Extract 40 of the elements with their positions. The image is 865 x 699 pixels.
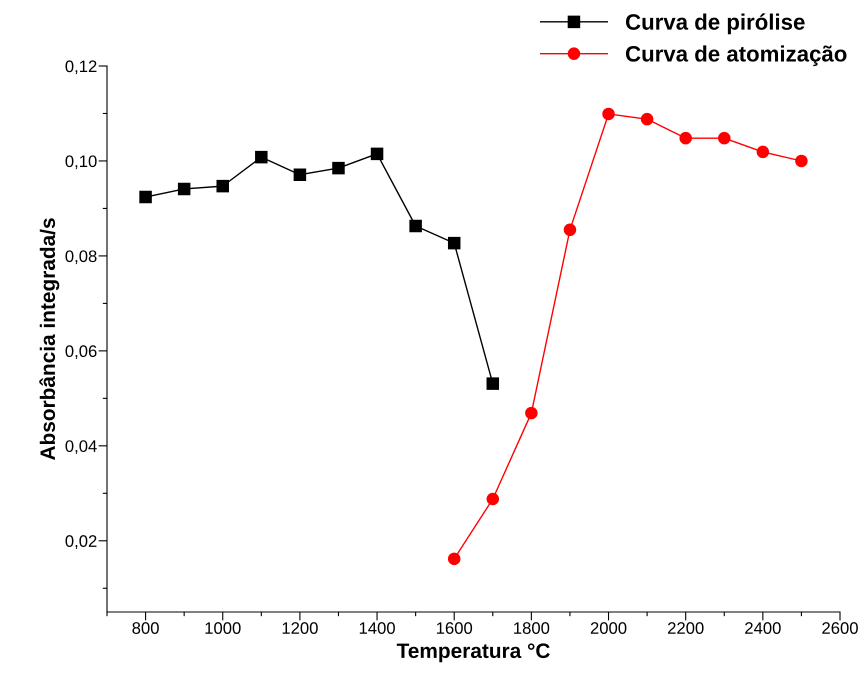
- x-tick-label: 1400: [360, 622, 395, 634]
- point: [448, 552, 460, 566]
- point: [255, 150, 268, 164]
- point: [795, 154, 808, 168]
- x-tick-label: 1800: [514, 622, 550, 634]
- y-tick-label: 0,12: [65, 60, 96, 74]
- point: [178, 182, 190, 196]
- point: [448, 236, 460, 250]
- point: [370, 148, 384, 160]
- legend-label: Curva de pirólise: [626, 13, 805, 34]
- point: [294, 168, 306, 181]
- x-tick-label: 1000: [205, 622, 241, 634]
- point: [139, 190, 152, 204]
- x-tick-label: 2600: [822, 622, 858, 634]
- point: [216, 180, 229, 192]
- y-tick-label: 0,10: [65, 155, 97, 170]
- point: [525, 406, 538, 420]
- point: [640, 112, 654, 126]
- point: [718, 132, 731, 144]
- y-axis-title: Absorbância integrada/s: [39, 218, 60, 460]
- x-axis-title: Temperatura °C: [396, 643, 550, 662]
- x-tick-label: 2000: [590, 622, 626, 634]
- y-tick-label: 0,02: [65, 535, 96, 549]
- point: [564, 224, 576, 236]
- point: [679, 132, 692, 144]
- x-tick-label: 800: [132, 622, 159, 634]
- point: [486, 377, 500, 390]
- y-tick-label: 0,06: [65, 345, 97, 360]
- x-tick-label: 1600: [436, 622, 472, 634]
- point: [486, 492, 500, 506]
- point: [409, 220, 422, 232]
- legend-label: Curva de atomização: [626, 45, 846, 66]
- point: [756, 146, 770, 158]
- x-tick-label: 2400: [745, 622, 781, 634]
- y-tick-label: 0,08: [65, 250, 97, 264]
- x-tick-label: 2200: [668, 622, 704, 634]
- point: [332, 162, 345, 174]
- x-tick-label: 1200: [282, 622, 318, 634]
- point: [602, 108, 615, 120]
- y-tick-label: 0,04: [65, 440, 97, 454]
